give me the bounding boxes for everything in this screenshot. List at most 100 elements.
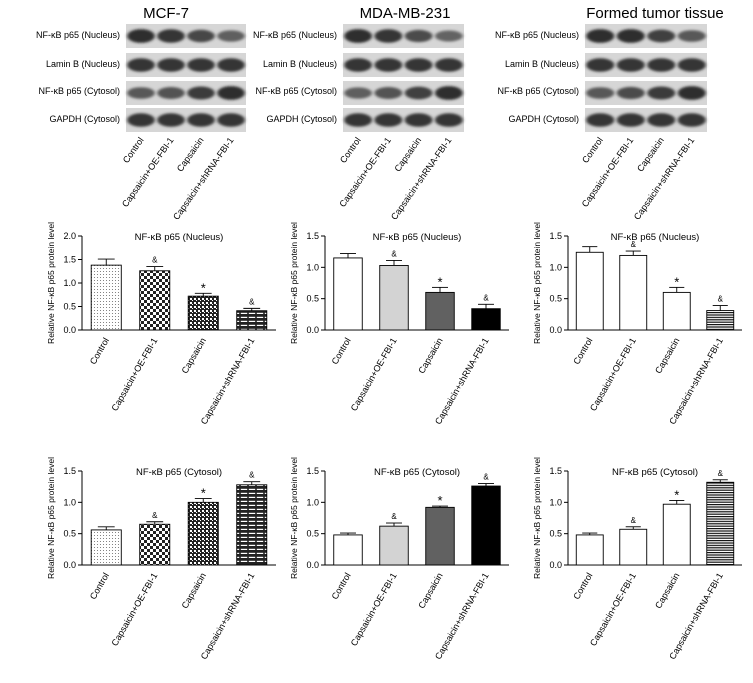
blot-band	[404, 29, 433, 43]
bar	[236, 310, 268, 331]
significance-mark: &	[152, 256, 158, 265]
y-tick-label: 0.5	[306, 294, 319, 304]
bar-chart: 0.0 0.5 1.0 1.5 Relative NF-κB p65 protein l…	[46, 457, 276, 661]
bar	[90, 264, 122, 331]
bar	[379, 525, 409, 566]
blot-band	[127, 29, 155, 43]
blot-band	[434, 86, 463, 100]
category-label: Control	[571, 571, 594, 601]
blot-band	[127, 113, 155, 127]
blot-band	[434, 30, 463, 42]
blot-band	[157, 58, 185, 72]
significance-mark: &	[391, 249, 397, 258]
chart-title: NF-κB p65 (Nucleus)	[611, 232, 700, 243]
category-label: Capsaicin	[653, 336, 681, 375]
blot-label: GAPDH (Cytosol)	[49, 114, 120, 124]
significance-mark: &	[718, 469, 724, 478]
blot-band	[374, 87, 403, 99]
y-tick-label: 2.0	[63, 231, 76, 241]
y-tick-label: 0.0	[306, 325, 319, 335]
blot-band	[586, 87, 615, 99]
y-tick-label: 1.0	[549, 497, 562, 507]
category-label: Control	[330, 336, 353, 366]
panel-title-tumor: Formed tumor tissue	[586, 5, 724, 22]
blot-band	[217, 58, 245, 72]
blot-lane-label: Capsaicin	[175, 135, 206, 173]
blot-lane-label: Control	[580, 135, 605, 165]
blot-band	[677, 58, 706, 72]
category-label: Capsaicin+OE-FBI-1	[109, 336, 159, 413]
blot-band	[374, 58, 403, 72]
y-tick-label: 1.5	[306, 231, 319, 241]
bar	[139, 523, 171, 566]
blot-band	[344, 58, 373, 72]
bar	[425, 291, 455, 331]
y-axis-label: Relative NF-κB p65 protein level	[46, 222, 56, 344]
y-tick-label: 1.0	[63, 497, 76, 507]
blot-label: Lamin B (Nucleus)	[263, 59, 337, 69]
blot-label: Lamin B (Nucleus)	[505, 59, 579, 69]
category-label: Capsaicin	[180, 571, 208, 610]
bar	[662, 291, 691, 331]
y-tick-label: 1.5	[63, 255, 76, 265]
blot-band	[677, 86, 706, 100]
category-label: Capsaicin	[416, 571, 444, 610]
significance-mark: &	[718, 295, 724, 304]
blot-band	[434, 58, 463, 72]
y-axis-label: Relative NF-κB p65 protein level	[289, 457, 299, 579]
blot-label: GAPDH (Cytosol)	[508, 114, 579, 124]
blot-band	[434, 113, 463, 127]
y-tick-label: 0.0	[63, 560, 76, 570]
significance-mark: *	[201, 280, 206, 295]
blot-band	[187, 86, 215, 100]
category-label: Capsaicin+shRNA-FBI-1	[199, 336, 257, 426]
significance-mark: &	[391, 512, 397, 521]
blot-band	[217, 86, 245, 100]
blot-band	[127, 58, 155, 72]
y-tick-label: 1.5	[63, 466, 76, 476]
category-label: Control	[330, 571, 353, 601]
blot-lane-label: Control	[338, 135, 363, 165]
chart-title: NF-κB p65 (Cytosol)	[374, 467, 460, 478]
significance-mark: &	[631, 516, 637, 525]
category-label: Capsaicin	[416, 336, 444, 375]
blot-band	[677, 30, 706, 42]
significance-mark: *	[437, 274, 442, 289]
category-label: Capsaicin+OE-FBI-1	[588, 571, 638, 648]
bar-chart: 0.0 0.5 1.0 1.5 2.0 Relative NF-κB p65 protei…	[46, 222, 276, 426]
y-axis-label: Relative NF-κB p65 protein level	[532, 457, 542, 579]
blot-label: NF-κB p65 (Cytosol)	[255, 86, 337, 96]
category-label: Capsaicin+shRNA-FBI-1	[433, 571, 491, 661]
category-label: Capsaicin	[653, 571, 681, 610]
bar	[471, 308, 501, 331]
blot-lane-label: Capsaicin	[635, 135, 666, 173]
category-label: Control	[88, 571, 111, 601]
bar	[333, 534, 363, 566]
y-tick-label: 0.0	[63, 325, 76, 335]
blot-band	[127, 87, 155, 99]
blot-band	[616, 113, 645, 127]
blot-band	[187, 113, 215, 127]
blot-band	[344, 87, 373, 99]
blot-band	[157, 29, 185, 43]
category-label: Capsaicin+OE-FBI-1	[588, 336, 638, 413]
y-tick-label: 1.0	[549, 262, 562, 272]
chart-title: NF-κB p65 (Nucleus)	[373, 232, 462, 243]
bar	[706, 481, 735, 566]
bar	[90, 529, 122, 566]
bar	[471, 485, 501, 566]
bar-chart: 0.0 0.5 1.0 1.5 Relative NF-κB p65 protein l…	[289, 457, 509, 661]
blot-labels-col2: NF-κB p65 (Nucleus) Lamin B (Nucleus) NF…	[253, 30, 337, 124]
blot-lane-label: Capsaicin+shRNA-FBI-1	[632, 135, 697, 221]
blot-band	[344, 29, 373, 43]
blot-band	[586, 29, 615, 43]
chart-title: NF-κB p65 (Cytosol)	[612, 467, 698, 478]
blot-label: Lamin B (Nucleus)	[46, 59, 120, 69]
blot-lane-label: Capsaicin+shRNA-FBI-1	[171, 135, 236, 221]
bar	[139, 270, 171, 331]
blot-label: NF-κB p65 (Cytosol)	[38, 86, 120, 96]
category-label: Capsaicin+shRNA-FBI-1	[433, 336, 491, 426]
blot-band	[187, 58, 215, 72]
